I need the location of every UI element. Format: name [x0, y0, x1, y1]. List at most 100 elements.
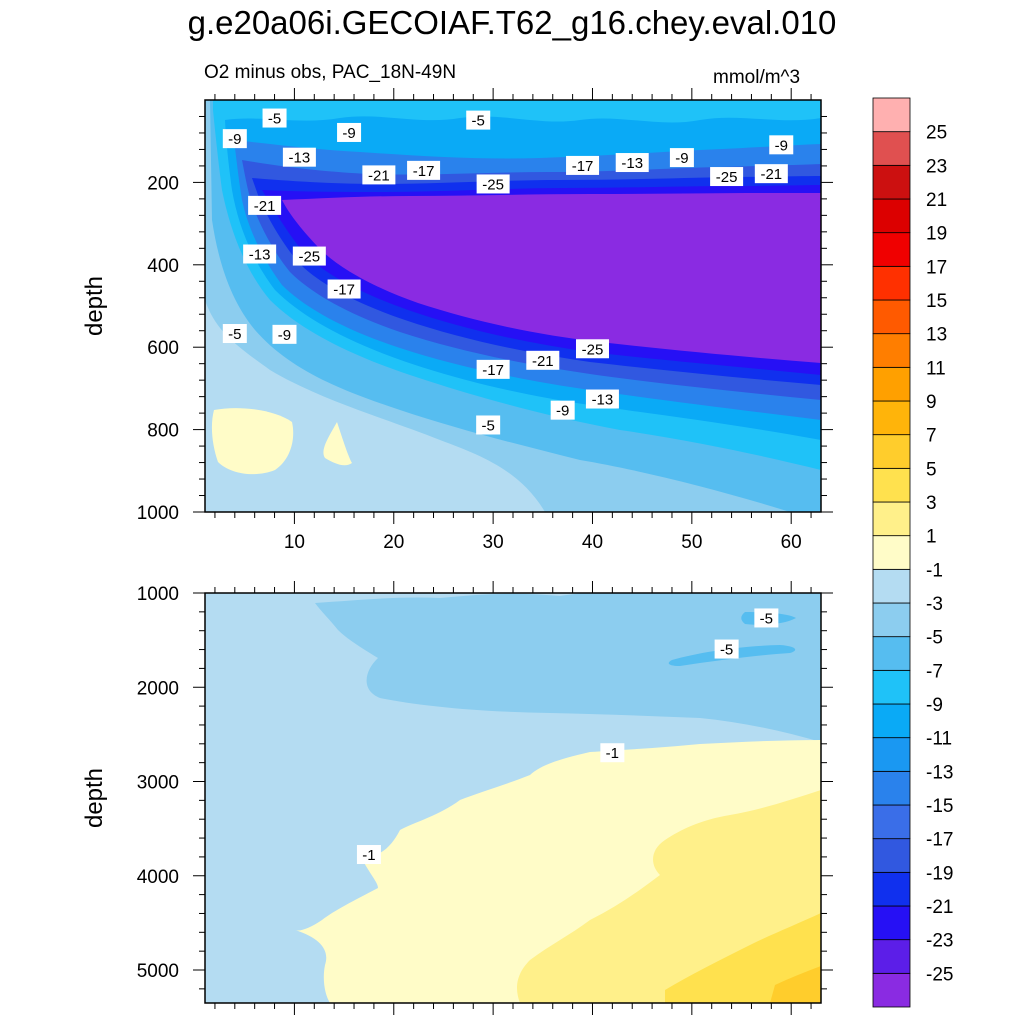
contour-label: -9 — [337, 122, 362, 142]
svg-text:-13: -13 — [592, 392, 614, 409]
colorbar-swatch — [872, 972, 911, 1008]
contour-label: -9 — [550, 400, 575, 420]
svg-text:-21: -21 — [254, 198, 276, 215]
colorbar-label: -7 — [926, 661, 943, 682]
colorbar-label: -19 — [926, 863, 953, 884]
contour-label: -9 — [222, 129, 247, 149]
contour-label: -25 — [292, 246, 326, 266]
contour-band-minus3-lower — [315, 593, 821, 742]
colorbar-swatch — [872, 905, 911, 941]
contour-label: -17 — [566, 155, 600, 175]
svg-text:-1: -1 — [606, 745, 619, 762]
contour-label: -9 — [272, 324, 297, 344]
colorbar-label: 21 — [926, 190, 947, 211]
colorbar-label: 11 — [926, 358, 946, 379]
colorbar-swatch — [872, 636, 911, 671]
svg-text:-25: -25 — [582, 341, 604, 358]
contour-band-minus25 — [282, 193, 821, 363]
colorbar-swatch — [872, 265, 911, 301]
svg-text:-5: -5 — [228, 326, 241, 343]
colorbar-label: -17 — [926, 830, 953, 851]
y-tick-label: 1000 — [137, 584, 179, 605]
colorbar-swatch — [872, 838, 911, 873]
colorbar-swatch — [872, 703, 911, 739]
svg-text:-17: -17 — [333, 282, 355, 299]
colorbar-swatch — [872, 871, 911, 907]
svg-text:-5: -5 — [760, 610, 773, 627]
contour-label: -25 — [575, 339, 609, 359]
colorbar-label: -21 — [926, 897, 953, 918]
colorbar-label: -1 — [926, 560, 943, 581]
colorbar-swatch — [872, 568, 911, 604]
y-tick-label: 5000 — [137, 961, 179, 982]
upper-panel — [205, 100, 821, 512]
contour-label: -9 — [769, 135, 794, 155]
y-tick-label: 1000 — [137, 503, 179, 524]
colorbar-swatch — [872, 366, 911, 402]
colorbar-label: 15 — [926, 291, 947, 312]
contour-band-plus5-lower — [665, 913, 821, 1003]
y-tick-label: 4000 — [137, 867, 179, 888]
x-tick-label: 30 — [483, 532, 504, 553]
contour-label: -9 — [669, 148, 694, 168]
contour-label: -5 — [476, 415, 501, 435]
colorbar-label: -15 — [926, 796, 953, 817]
svg-text:-5: -5 — [472, 113, 485, 130]
contour-band-plus7-lower — [770, 966, 821, 1003]
colorbar-label: 1 — [926, 527, 937, 548]
x-tick-label: 40 — [582, 532, 603, 553]
colorbar-swatch — [872, 669, 911, 705]
contour-label: -21 — [526, 350, 560, 370]
contour-label: -13 — [282, 147, 316, 167]
contour-label: -25 — [710, 167, 744, 187]
y-tick-label: 600 — [147, 338, 179, 359]
figure-title: g.e20a06i.GECOIAF.T62_g16.chey.eval.010 — [187, 4, 837, 41]
svg-text:-13: -13 — [249, 247, 271, 264]
y-tick-label: 2000 — [137, 678, 179, 699]
svg-text:-17: -17 — [413, 163, 435, 180]
svg-text:-9: -9 — [556, 403, 569, 420]
contour-label: -1 — [600, 743, 625, 763]
svg-text:-9: -9 — [278, 327, 291, 344]
contour-label: -17 — [407, 160, 441, 180]
contour-label: -21 — [248, 195, 282, 215]
colorbar-label: -5 — [926, 628, 943, 649]
colorbar-label: 7 — [926, 426, 937, 447]
colorbar-swatch — [872, 804, 911, 840]
contour-label: -5 — [714, 639, 739, 659]
lower-y-axis-label: depth — [81, 768, 108, 828]
colorbar-label: 23 — [926, 156, 947, 177]
svg-text:-13: -13 — [289, 150, 311, 167]
panel-units-string: mmol/m^3 — [713, 67, 801, 88]
colorbar-swatch — [872, 198, 911, 234]
colorbar-label: -3 — [926, 594, 943, 615]
colorbar-swatch — [872, 333, 911, 368]
contour-label: -5 — [466, 110, 491, 130]
contour-label: -21 — [754, 164, 788, 184]
svg-text:-21: -21 — [532, 353, 554, 370]
contour-label: -17 — [476, 359, 510, 379]
svg-text:-21: -21 — [760, 166, 782, 183]
svg-text:-1: -1 — [362, 847, 375, 864]
contour-label: -25 — [476, 174, 510, 194]
y-tick-label: 400 — [147, 256, 179, 277]
y-tick-label: 800 — [147, 421, 179, 442]
contour-label: -5 — [222, 324, 247, 344]
colorbar-label: 13 — [926, 325, 947, 346]
colorbar-label: 9 — [926, 392, 937, 413]
svg-text:-13: -13 — [621, 155, 643, 172]
svg-text:-25: -25 — [716, 169, 738, 186]
colorbar-label: 25 — [926, 123, 947, 144]
colorbar-label: -9 — [926, 695, 943, 716]
contour-band-minus1-right — [323, 422, 352, 466]
contour-label: -5 — [262, 108, 287, 128]
colorbar-label: -13 — [926, 762, 953, 783]
contour-label: -5 — [754, 608, 779, 628]
lower-panel — [205, 593, 821, 1003]
colorbar-label: 5 — [926, 459, 937, 480]
svg-text:-9: -9 — [775, 137, 788, 154]
contour-label: -17 — [327, 279, 361, 299]
contour-label: -21 — [362, 165, 396, 185]
colorbar-swatch — [872, 164, 911, 200]
svg-text:-5: -5 — [268, 111, 281, 128]
